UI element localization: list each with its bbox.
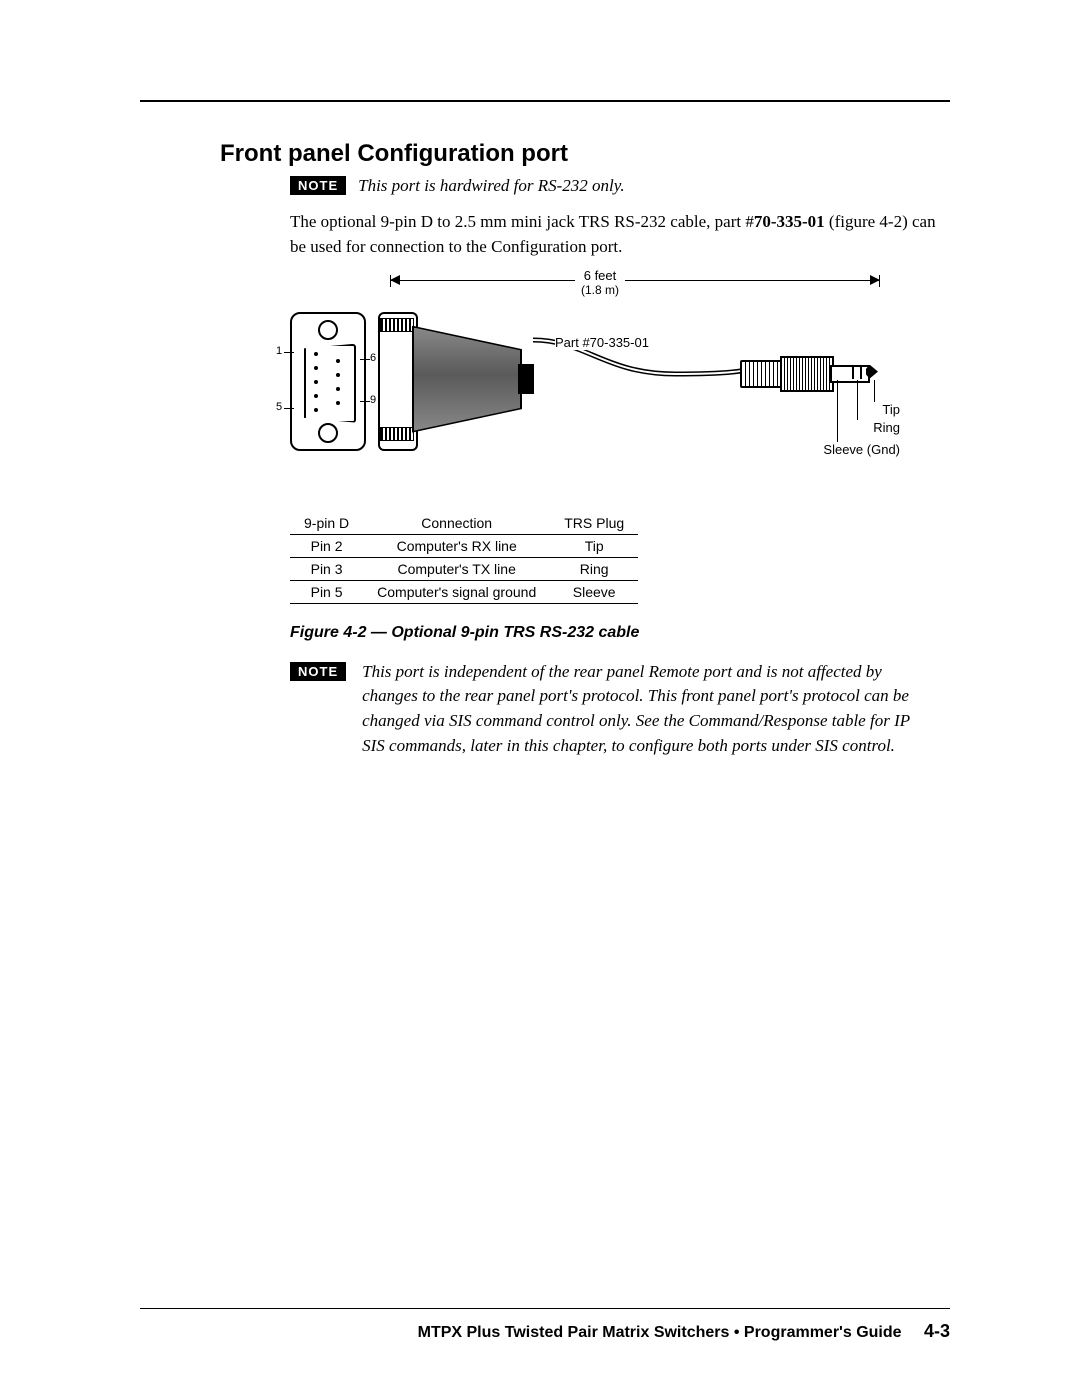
db9-pin-7 [336,373,340,377]
cable-diagram: 6 feet (1.8 m) 1 [290,272,910,512]
pin-label-5: 5 [276,401,282,413]
pin-tick-1 [284,352,294,353]
th-trs: TRS Plug [550,512,638,535]
db9-pin-6 [336,359,340,363]
ann-ring: Ring [873,420,900,435]
table-row: Pin 3 Computer's TX line Ring [290,557,638,580]
db9-connector-icon [290,312,366,451]
pin-label-1: 1 [276,345,282,357]
dim-arrow-left-icon [390,275,400,285]
trs-sleeve [830,365,870,383]
dim-feet: 6 feet [581,268,619,284]
db9-pin-3 [314,380,318,384]
cell: Computer's RX line [363,534,550,557]
cell: Tip [550,534,638,557]
ann-line-ring [857,380,858,420]
ann-line-sleeve [837,380,838,442]
table-header-row: 9-pin D Connection TRS Plug [290,512,638,535]
trs-gap-1 [852,365,854,379]
plug-screw-bottom-icon [380,427,414,441]
top-rule [140,100,950,102]
note-2: NOTE This port is independent of the rea… [290,660,950,759]
para-pre: The optional 9-pin D to 2.5 mm mini jack… [290,212,754,231]
note-badge: NOTE [290,662,346,681]
db9-pin-4 [314,394,318,398]
db9-pin-5 [314,408,318,412]
db9-screw-top-icon [318,320,338,340]
ann-tip: Tip [882,402,900,417]
footer-title: MTPX Plus Twisted Pair Matrix Switchers … [418,1324,902,1341]
pin-label-6: 6 [370,352,376,364]
cell: Pin 2 [290,534,363,557]
figure-4-2: 6 feet (1.8 m) 1 [290,272,910,604]
page-footer: MTPX Plus Twisted Pair Matrix Switchers … [140,1308,950,1342]
trs-body [780,356,834,392]
dim-arrow-right-icon [870,275,880,285]
trs-gap-2 [860,365,862,379]
cell: Sleeve [550,580,638,603]
db9-pin-8 [336,387,340,391]
db9-pin-9 [336,401,340,405]
note-text: This port is hardwired for RS-232 only. [358,174,625,199]
pin-table: 9-pin D Connection TRS Plug Pin 2 Comput… [290,512,638,604]
cell: Computer's signal ground [363,580,550,603]
section-heading: Front panel Configuration port [220,140,950,168]
note-text: This port is independent of the rear pan… [362,660,922,759]
table-row: Pin 5 Computer's signal ground Sleeve [290,580,638,603]
th-connection: Connection [363,512,550,535]
trs-plug-icon [740,350,880,394]
db9-pin-1 [314,352,318,356]
pin-tick-6 [360,359,370,360]
dim-m: (1.8 m) [581,283,619,297]
plug-screw-top-icon [380,318,414,332]
intro-paragraph: The optional 9-pin D to 2.5 mm mini jack… [290,209,950,260]
figure-caption: Figure 4-2 — Optional 9-pin TRS RS-232 c… [290,624,950,642]
pin-tick-9 [360,401,370,402]
part-label: Part #70-335-01 [555,335,649,350]
pin-label-9: 9 [370,394,376,406]
ann-sleeve: Sleeve (Gnd) [823,442,900,457]
dim-label: 6 feet (1.8 m) [575,268,625,298]
db9-screw-bottom-icon [318,423,338,443]
cell: Computer's TX line [363,557,550,580]
trs-strain-relief [740,360,784,388]
th-9pin: 9-pin D [290,512,363,535]
footer-page-number: 4-3 [924,1321,950,1341]
db9-pin-2 [314,366,318,370]
pin-tick-5 [284,408,294,409]
dim-line [390,280,880,281]
cell: Ring [550,557,638,580]
table-row: Pin 2 Computer's RX line Tip [290,534,638,557]
cell: Pin 3 [290,557,363,580]
note-1: NOTE This port is hardwired for RS-232 o… [290,174,950,199]
part-number: 70-335-01 [754,212,825,231]
ann-line-tip [874,380,875,402]
db9-shell-icon [304,344,356,423]
page: Front panel Configuration port NOTE This… [0,0,1080,1397]
note-badge: NOTE [290,176,346,195]
cell: Pin 5 [290,580,363,603]
